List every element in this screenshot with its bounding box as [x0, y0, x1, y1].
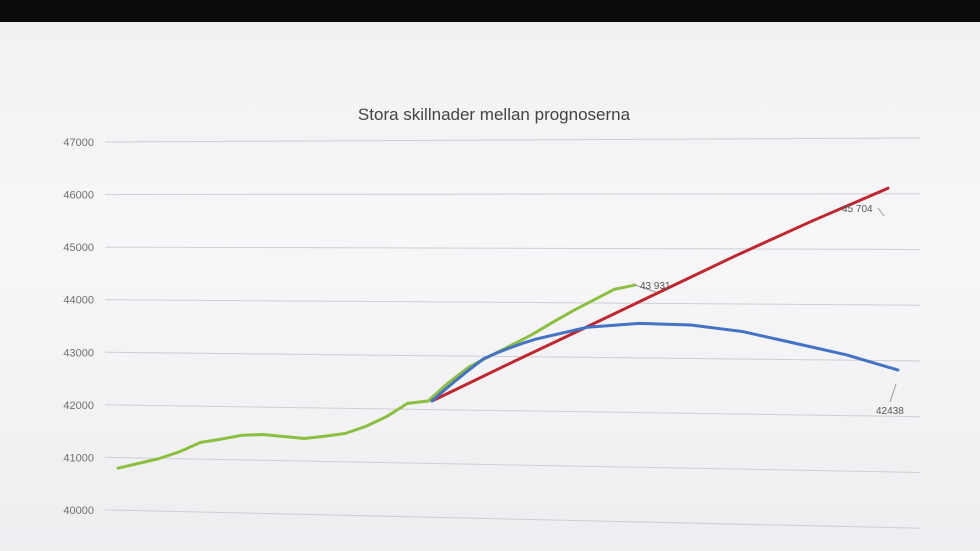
gridline: [105, 247, 920, 249]
annotation-label: 42438: [876, 406, 904, 417]
presentation-screen: Stora skillnader mellan prognoserna 4000…: [0, 22, 980, 551]
gridline: [105, 352, 920, 361]
gridlines: [105, 138, 920, 528]
gridline: [105, 457, 920, 472]
y-tick-label: 41000: [63, 452, 94, 464]
annotation-label: 45 704: [842, 204, 873, 215]
annotation-leader: [890, 384, 896, 402]
y-tick-label: 45000: [63, 242, 94, 254]
y-tick-label: 40000: [63, 505, 94, 517]
y-tick-label: 44000: [63, 295, 94, 307]
series-lines: [118, 188, 898, 468]
red-series-line: [432, 188, 888, 401]
blue-series-line: [432, 323, 898, 401]
line-chart: Stora skillnader mellan prognoserna 4000…: [0, 22, 980, 551]
annotation-label: 43 931: [640, 281, 671, 292]
y-axis-ticks: 40000 41000 42000 43000 44000 45000 46000 47000: [63, 137, 94, 517]
y-tick-label: 43000: [63, 347, 94, 359]
gridline: [105, 138, 920, 142]
y-tick-label: 46000: [63, 190, 94, 202]
annotation-leader: [878, 208, 884, 216]
y-tick-label: 42000: [63, 400, 94, 412]
y-tick-label: 47000: [63, 137, 94, 149]
gridline: [105, 300, 920, 306]
data-annotations: 43 931 45 704 42438: [635, 204, 904, 417]
gridline: [105, 510, 920, 528]
gridline: [105, 405, 920, 417]
green-series-line: [118, 285, 635, 468]
chart-title: Stora skillnader mellan prognoserna: [358, 105, 631, 124]
gridline: [105, 194, 920, 195]
